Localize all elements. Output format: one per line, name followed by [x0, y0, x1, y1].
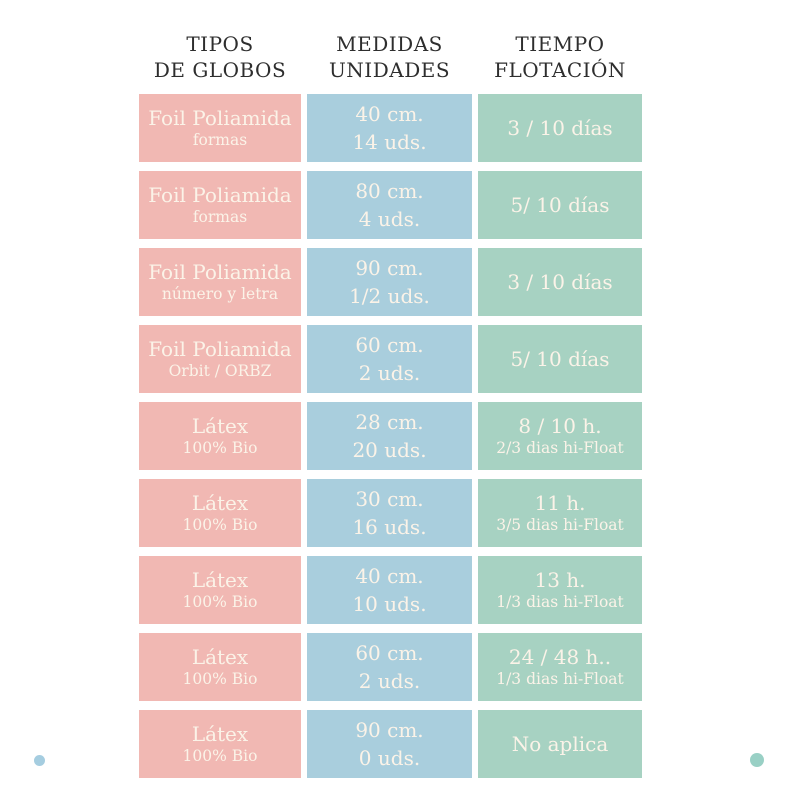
medida-cell: 90 cm. 1/2 uds.: [307, 248, 472, 316]
medida-size-label: 40 cm.: [355, 563, 424, 588]
tipo-main-label: Foil Poliamida: [148, 259, 292, 284]
medida-units-label: 1/2 uds.: [349, 283, 430, 308]
tiempo-sub-label: 1/3 dias hi-Float: [496, 592, 624, 611]
tipo-sub-label: 100% Bio: [182, 669, 258, 688]
tiempo-main-label: 3 / 10 días: [507, 269, 613, 294]
tipo-sub-label: formas: [192, 130, 248, 149]
tiempo-sub-label: 1/3 dias hi-Float: [496, 669, 624, 688]
medida-size-label: 40 cm.: [355, 101, 424, 126]
tipo-sub-label: Orbit / ORBZ: [168, 361, 272, 380]
tiempo-cell: 3 / 10 días: [478, 94, 642, 162]
decorative-dot-right: [750, 753, 764, 767]
tiempo-cell: 8 / 10 h. 2/3 dias hi-Float: [478, 402, 642, 470]
tipo-main-label: Látex: [191, 567, 249, 592]
tiempo-main-label: 8 / 10 h.: [518, 413, 602, 438]
medida-units-label: 14 uds.: [352, 129, 427, 154]
header-tiempo-line2: FLOTACIÓN: [494, 58, 626, 82]
medida-size-label: 90 cm.: [355, 717, 424, 742]
tipo-main-label: Látex: [191, 490, 249, 515]
tiempo-cell: No aplica: [478, 710, 642, 778]
header-medidas-line2: UNIDADES: [328, 58, 451, 82]
medida-size-label: 30 cm.: [355, 486, 424, 511]
tiempo-main-label: 5/ 10 días: [510, 192, 610, 217]
table-header-row: TIPOS DE GLOBOS MEDIDAS UNIDADES TIEMPO …: [139, 31, 642, 83]
balloon-table: Foil Poliamida formas 40 cm. 14 uds. 3 /…: [139, 94, 642, 778]
tipo-sub-label: número y letra: [161, 284, 279, 303]
tipo-cell: Látex 100% Bio: [139, 633, 301, 701]
tiempo-cell: 13 h. 1/3 dias hi-Float: [478, 556, 642, 624]
tipo-cell: Látex 100% Bio: [139, 556, 301, 624]
tipo-main-label: Foil Poliamida: [148, 336, 292, 361]
medida-cell: 30 cm. 16 uds.: [307, 479, 472, 547]
tiempo-cell: 24 / 48 h.. 1/3 dias hi-Float: [478, 633, 642, 701]
medida-cell: 60 cm. 2 uds.: [307, 325, 472, 393]
tiempo-sub-label: 2/3 dias hi-Float: [496, 438, 624, 457]
header-tiempo-flotacion: TIEMPO FLOTACIÓN: [478, 31, 642, 83]
tipo-sub-label: formas: [192, 207, 248, 226]
tiempo-main-label: 3 / 10 días: [507, 115, 613, 140]
tipo-sub-label: 100% Bio: [182, 746, 258, 765]
tipo-cell: Foil Poliamida formas: [139, 171, 301, 239]
tipo-cell: Látex 100% Bio: [139, 479, 301, 547]
tiempo-main-label: 11 h.: [534, 490, 586, 515]
medida-units-label: 10 uds.: [352, 591, 427, 616]
medida-size-label: 28 cm.: [355, 409, 424, 434]
medida-cell: 40 cm. 14 uds.: [307, 94, 472, 162]
tipo-main-label: Látex: [191, 721, 249, 746]
tipo-main-label: Foil Poliamida: [148, 105, 292, 130]
tiempo-cell: 11 h. 3/5 dias hi-Float: [478, 479, 642, 547]
header-tiempo-line1: TIEMPO: [515, 32, 605, 56]
header-tipos-de-globos: TIPOS DE GLOBOS: [139, 31, 301, 83]
tiempo-main-label: 24 / 48 h..: [508, 644, 612, 669]
medida-cell: 40 cm. 10 uds.: [307, 556, 472, 624]
medida-size-label: 60 cm.: [355, 332, 424, 357]
tipo-sub-label: 100% Bio: [182, 515, 258, 534]
tiempo-main-label: 13 h.: [534, 567, 586, 592]
tipo-sub-label: 100% Bio: [182, 592, 258, 611]
medida-cell: 60 cm. 2 uds.: [307, 633, 472, 701]
medida-cell: 80 cm. 4 uds.: [307, 171, 472, 239]
decorative-dot-left: [34, 755, 45, 766]
medida-size-label: 90 cm.: [355, 255, 424, 280]
tiempo-cell: 5/ 10 días: [478, 325, 642, 393]
tiempo-cell: 5/ 10 días: [478, 171, 642, 239]
header-medidas-line1: MEDIDAS: [336, 32, 443, 56]
medida-size-label: 80 cm.: [355, 178, 424, 203]
tipo-cell: Látex 100% Bio: [139, 710, 301, 778]
tipo-cell: Foil Poliamida número y letra: [139, 248, 301, 316]
tiempo-main-label: No aplica: [511, 731, 609, 756]
medida-units-label: 2 uds.: [358, 360, 421, 385]
tipo-main-label: Foil Poliamida: [148, 182, 292, 207]
medida-units-label: 2 uds.: [358, 668, 421, 693]
tipo-sub-label: 100% Bio: [182, 438, 258, 457]
medida-units-label: 0 uds.: [358, 745, 421, 770]
medida-units-label: 16 uds.: [352, 514, 427, 539]
medida-units-label: 20 uds.: [352, 437, 427, 462]
medida-cell: 90 cm. 0 uds.: [307, 710, 472, 778]
tipo-cell: Foil Poliamida Orbit / ORBZ: [139, 325, 301, 393]
tipo-cell: Foil Poliamida formas: [139, 94, 301, 162]
tiempo-main-label: 5/ 10 días: [510, 346, 610, 371]
medida-cell: 28 cm. 20 uds.: [307, 402, 472, 470]
medida-units-label: 4 uds.: [358, 206, 421, 231]
tiempo-cell: 3 / 10 días: [478, 248, 642, 316]
tipo-main-label: Látex: [191, 644, 249, 669]
medida-size-label: 60 cm.: [355, 640, 424, 665]
tipo-main-label: Látex: [191, 413, 249, 438]
tiempo-sub-label: 3/5 dias hi-Float: [496, 515, 624, 534]
header-tipos-line1: TIPOS: [186, 32, 254, 56]
header-medidas-unidades: MEDIDAS UNIDADES: [307, 31, 472, 83]
header-tipos-line2: DE GLOBOS: [153, 58, 287, 82]
tipo-cell: Látex 100% Bio: [139, 402, 301, 470]
